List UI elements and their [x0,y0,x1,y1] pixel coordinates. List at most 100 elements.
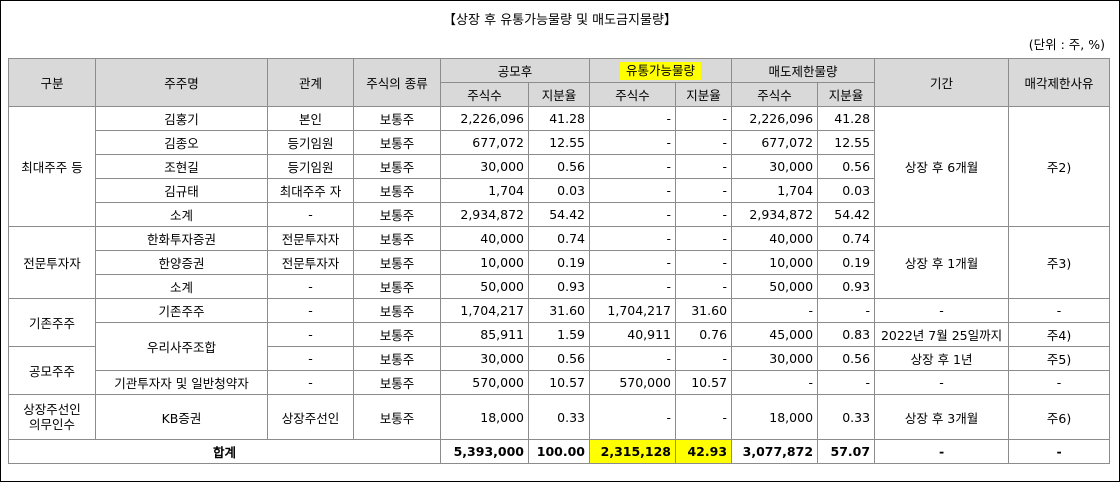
reason-cell: 주4) [1008,322,1111,347]
reason-cell: 주5) [1008,346,1111,371]
header-post-ratio: 지분율 [527,82,591,107]
header-relation: 관계 [267,58,354,107]
lockup-table: 구분 주주명 관계 주식의 종류 공모후 유통가능물량 매도제한물량 기간 매각… [8,58,1111,464]
post-shares-cell: 570,000 [440,370,529,395]
trad-ratio-cell: - [675,226,733,251]
trad-ratio-cell: - [675,250,733,275]
holder-cell: 한화투자증권 [95,226,268,251]
trad-shares-cell: 1,704,217 [589,298,677,323]
period-professional: 상장 후 1개월 [874,226,1010,299]
type-cell: 보통주 [353,322,441,347]
post-ratio-cell: 1.59 [527,322,591,347]
table-row: 상장주선인 의무인수 KB증권 상장주선인 보통주 18,000 0.33 - … [8,394,1111,440]
total-post-shares: 5,393,000 [440,439,529,464]
table-row: 전문투자자 한화투자증권 전문투자자 보통주 40,000 0.74 - - 4… [8,226,1111,299]
rest-ratio-cell: - [817,370,876,395]
header-category: 구분 [8,58,96,107]
type-cell: 보통주 [353,274,441,299]
rest-ratio-cell: - [817,298,876,323]
post-ratio-cell: 0.03 [527,178,591,203]
post-shares-cell: 30,000 [440,154,529,179]
total-trad-ratio: 42.93 [675,439,733,464]
relation-cell: - [267,274,354,299]
trad-ratio-cell: - [675,346,733,371]
trad-shares-cell: - [589,178,677,203]
relation-cell: 등기임원 [267,130,354,155]
rest-shares-cell: 50,000 [731,274,819,299]
post-ratio-cell: 0.33 [527,394,591,440]
rest-shares-cell: 10,000 [731,250,819,275]
holder-cell: 기존주주 [95,298,268,323]
table-row: 소계 - 보통주 2,934,872 54.42 - - 2,934,872 5… [9,202,1110,227]
relation-cell: 최대주주 자 [267,178,354,203]
post-ratio-cell: 31.60 [527,298,591,323]
trad-ratio-cell: - [675,394,733,440]
total-trad-shares: 2,315,128 [589,439,677,464]
trad-ratio-cell: - [675,154,733,179]
post-shares-cell: 2,226,096 [440,106,529,131]
trad-ratio-cell: - [675,106,733,131]
header-restricted: 매도제한물량 [731,58,876,83]
holder-cell: KB증권 [95,394,268,440]
unit-note: (단위 : 주, %) [1028,37,1105,52]
period-cell: 2022년 7월 25일까지 [874,322,1010,347]
rest-shares-cell: 40,000 [731,226,819,251]
relation-cell: - [267,298,354,323]
post-shares-cell: 85,911 [440,322,529,347]
trad-ratio-cell: - [675,274,733,299]
table-row: 최대주주 등 김홍기 본인 보통주 2,226,096 41.28 - - 2,… [8,106,1111,227]
trad-ratio-cell: - [675,178,733,203]
trad-shares-cell: - [589,274,677,299]
type-cell: 보통주 [353,394,441,440]
header-post-ipo: 공모후 [439,58,591,83]
rest-shares-cell: - [731,298,819,323]
rest-shares-cell: 45,000 [731,322,819,347]
trad-shares-cell: - [589,346,677,371]
group-existing: 기존주주 [8,298,96,347]
rest-ratio-cell: 0.03 [817,178,876,203]
rest-ratio-cell: 0.93 [817,274,876,299]
period-cell: - [874,298,1010,323]
reason-largest: 주2) [1008,106,1111,227]
rest-shares-cell: 18,000 [731,394,819,440]
trad-shares-cell: - [589,250,677,275]
group-underwriter: 상장주선인 의무인수 [8,394,96,440]
relation-cell: 본인 [267,106,354,131]
holder-cell: 소계 [95,202,268,227]
total-row: 합계 5,393,000 100.00 2,315,128 42.93 3,07… [8,439,1111,464]
group-professional: 전문투자자 [8,226,96,299]
reason-professional: 주3) [1008,226,1111,299]
rest-ratio-cell: 0.83 [817,322,876,347]
reason-cell: - [1008,298,1111,323]
total-label: 합계 [8,439,441,464]
post-shares-cell: 1,704 [440,178,529,203]
period-cell: 상장 후 1년 [874,346,1010,371]
post-shares-cell: 50,000 [440,274,529,299]
header-trad-shares: 주식수 [589,82,677,107]
type-cell: 보통주 [353,178,441,203]
rest-ratio-cell: 41.28 [817,106,876,131]
type-cell: 보통주 [353,202,441,227]
trad-ratio-cell: - [675,202,733,227]
header-holder: 주주명 [95,58,268,107]
rest-ratio-cell: 12.55 [817,130,876,155]
total-period: - [874,439,1010,464]
trad-shares-cell: - [589,130,677,155]
holder-cell: 김규태 [95,178,268,203]
table-row: 한양증권 전문투자자 보통주 10,000 0.19 - - 10,000 0.… [9,250,1110,275]
table-row: 기존주주 기존주주 - 보통주 1,704,217 31.60 1,704,21… [8,298,1111,347]
relation-cell: 전문투자자 [267,250,354,275]
post-ratio-cell: 10.57 [527,370,591,395]
trad-shares-cell: - [589,202,677,227]
table-row: 김종오 등기임원 보통주 677,072 12.55 - - 677,072 1… [9,130,1110,155]
relation-cell: 등기임원 [267,154,354,179]
trad-shares-cell: - [589,154,677,179]
rest-shares-cell: 30,000 [731,346,819,371]
rest-ratio-cell: 54.42 [817,202,876,227]
relation-cell: - [267,202,354,227]
table-row: 기관투자자 및 일반청약자 - 보통주 570,000 10.57 570,00… [9,370,1111,395]
rest-ratio-cell: 0.56 [817,154,876,179]
rest-ratio-cell: 0.19 [817,250,876,275]
group-underwriter-line1: 상장주선인 [23,402,81,417]
post-ratio-cell: 54.42 [527,202,591,227]
